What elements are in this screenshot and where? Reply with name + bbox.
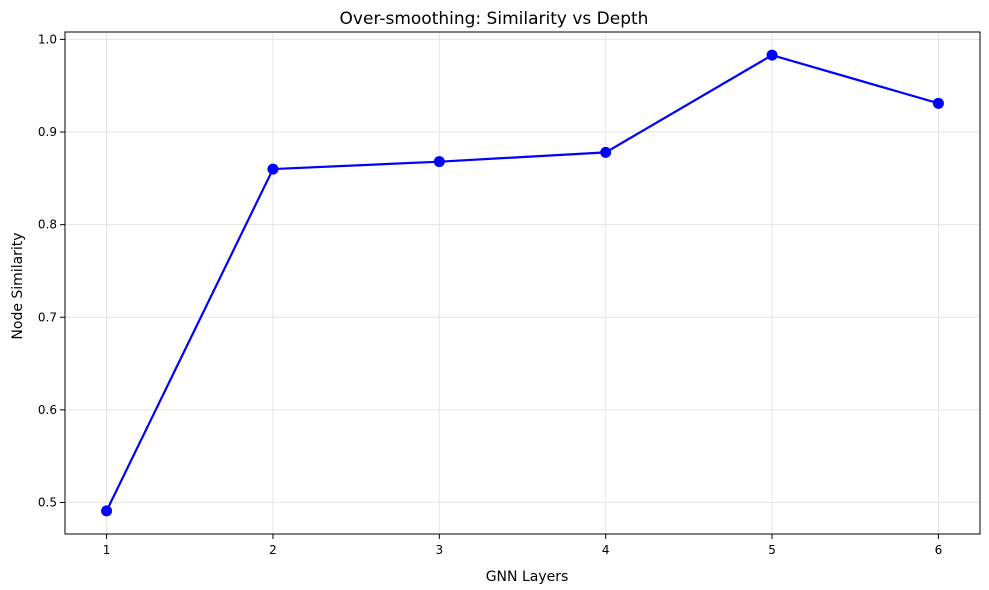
y-tick-label: 0.8 xyxy=(38,218,57,232)
x-tick-label: 3 xyxy=(435,543,443,557)
plot-frame xyxy=(64,31,981,535)
x-tick-label: 4 xyxy=(602,543,610,557)
data-point xyxy=(766,49,778,61)
x-tick-label: 2 xyxy=(269,543,277,557)
data-point xyxy=(267,163,279,175)
data-point xyxy=(433,156,445,168)
data-point xyxy=(932,97,944,109)
y-axis-label: Node Similarity xyxy=(10,232,26,339)
data-point xyxy=(101,505,113,517)
series-line xyxy=(105,54,939,512)
data-point xyxy=(600,146,612,158)
x-tick-label: 5 xyxy=(768,543,776,557)
x-tick-label: 6 xyxy=(935,543,943,557)
y-tick-label: 0.6 xyxy=(38,403,57,417)
y-tick-label: 0.9 xyxy=(38,125,57,139)
grid xyxy=(65,32,980,534)
chart-title: Over-smoothing: Similarity vs Depth xyxy=(340,9,649,29)
x-tick-label: 1 xyxy=(103,543,111,557)
y-tick-label: 0.7 xyxy=(38,310,57,324)
x-axis-label: GNN Layers xyxy=(486,569,569,585)
y-tick-label: 1.0 xyxy=(38,32,57,46)
y-tick-label: 0.5 xyxy=(38,496,57,510)
series xyxy=(101,49,944,517)
axis-ticks: 1 2 3 4 5 6 0.5 0.6 0.7 0.8 0.9 1.0 xyxy=(38,32,942,557)
